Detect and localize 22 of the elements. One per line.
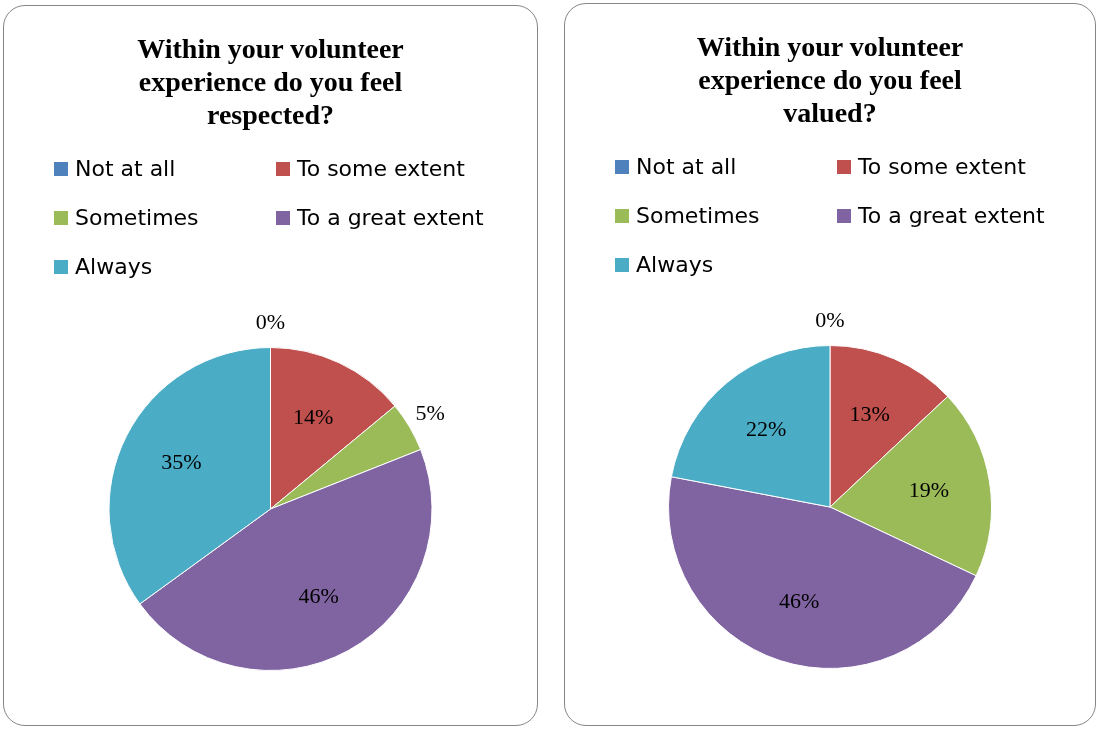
legend-label: Not at all bbox=[635, 154, 738, 179]
data-label: 19% bbox=[908, 477, 950, 503]
text: 0% bbox=[255, 309, 286, 335]
legend-label: Sometimes bbox=[635, 203, 761, 228]
data-label: 35% bbox=[161, 449, 202, 475]
legend-label: Always bbox=[74, 254, 154, 279]
legend-label: To a great extent bbox=[296, 205, 485, 230]
legend-label: Sometimes bbox=[74, 205, 200, 230]
data-label: 5% bbox=[415, 400, 445, 426]
legend-label: To some extent bbox=[857, 154, 1027, 179]
legend-label: To some extent bbox=[296, 156, 466, 181]
chart-title: Within your volunteer experience do you feel respected? bbox=[136, 32, 405, 131]
data-label: 46% bbox=[778, 588, 820, 614]
data-label: 46% bbox=[298, 582, 339, 608]
legend-label: Not at all bbox=[74, 156, 177, 181]
data-label: 22% bbox=[746, 415, 787, 441]
data-label: 13% bbox=[849, 400, 890, 426]
legend-label: To a great extent bbox=[857, 203, 1046, 228]
text: 0% bbox=[815, 307, 845, 333]
legend-label: Always bbox=[635, 252, 715, 277]
chart-title: Within your volunteer experience do you feel valued? bbox=[695, 30, 965, 129]
data-label: 14% bbox=[292, 404, 334, 430]
